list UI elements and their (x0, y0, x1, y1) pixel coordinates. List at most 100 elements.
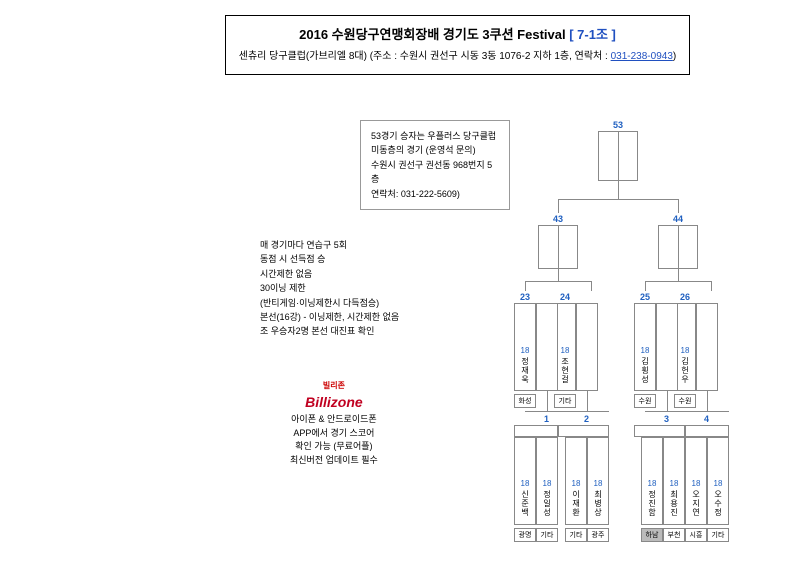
r1-city-p4: 광주 (587, 528, 609, 542)
r1-p4-sc: 18 (587, 478, 609, 489)
info1-l1: 53경기 승자는 우플러스 당구클럽 (371, 129, 499, 143)
match-43-label: 43 (553, 214, 563, 224)
r2-p4: 18 김헌우 (674, 345, 696, 386)
r1-p2-nm: 정일성 (536, 489, 558, 519)
l44h (645, 281, 711, 282)
r1-p5-sc: 18 (641, 478, 663, 489)
bz-l4: 최신버전 업데이트 필수 (290, 454, 378, 468)
r1-city-p2: 기타 (536, 528, 558, 542)
r1-p2-sc: 18 (536, 478, 558, 489)
bz-kr: 빌리존 (290, 380, 378, 392)
r2-p3: 18 김횡성 (634, 345, 656, 386)
m3-lbl: 3 (664, 414, 669, 424)
r1-p6: 18 최용진 (663, 478, 685, 519)
match-44-label: 44 (673, 214, 683, 224)
m2-lbl: 2 (584, 414, 589, 424)
r1-p3: 18 이재환 (565, 478, 587, 519)
info2-l4: 30이닝 제한 (260, 281, 420, 295)
r2-e2 (576, 303, 598, 391)
r1-city-p8: 기타 (707, 528, 729, 542)
l24u (591, 281, 592, 291)
r1-p1-sc: 18 (514, 478, 536, 489)
c26d (707, 391, 708, 411)
r2-p2: 18 조현걸 (554, 345, 576, 386)
r1-p7: 18 오지연 (685, 478, 707, 519)
r2-e4 (696, 303, 718, 391)
group-text: [ 7-1조 ] (569, 27, 616, 42)
r2-p1: 18 정재욱 (514, 345, 536, 386)
info1-l5: 연락처: 031-222-5609) (371, 187, 499, 201)
r1-city-p7: 시흥 (685, 528, 707, 542)
r2p2n2: 현 (561, 366, 568, 375)
l25u (645, 281, 646, 291)
info-winner-box: 53경기 승자는 우플러스 당구클럽 미동층의 경기 (운영석 문의) 수원시 … (360, 120, 510, 210)
info1-l4: 수원시 권선구 권선동 968번지 5층 (371, 158, 499, 187)
r1-p3-sc: 18 (565, 478, 587, 489)
info2-l1: 매 경기마다 연습구 5회 (260, 238, 420, 252)
div-53 (618, 131, 619, 181)
header-sub: 센츄리 당구클럽(가브리엘 8대) (주소 : 수원시 권선구 시동 3동 10… (226, 47, 689, 62)
c3h (645, 411, 689, 412)
r2c1: 화성 (514, 394, 536, 408)
r2p3n2: 횡 (641, 366, 648, 375)
tb2 (558, 425, 609, 437)
c25d (667, 391, 668, 411)
line-53-h (558, 199, 678, 200)
r2p4n2: 헌 (681, 366, 688, 375)
c4h (685, 411, 729, 412)
info2-l6: 본선(16강) - 이닝제한, 시간제한 없음 (260, 310, 420, 324)
billizone-block: 빌리존 Billizone 아이폰 & 안드로이드폰 APP에서 경기 스코어 … (290, 380, 378, 467)
line-53-d (618, 181, 619, 199)
l26u (711, 281, 712, 291)
r1-city-p3: 기타 (565, 528, 587, 542)
l43h (525, 281, 591, 282)
r1-p7-sc: 18 (685, 478, 707, 489)
r2c4: 수원 (674, 394, 696, 408)
l23u (525, 281, 526, 291)
r2c2: 기타 (554, 394, 576, 408)
bz-logo: Billizone (290, 392, 378, 413)
info2-l7: 조 우승자2명 본선 대진표 확인 (260, 324, 420, 338)
header-box: 2016 수원당구연맹회장배 경기도 3쿠션 Festival [ 7-1조 ]… (225, 15, 690, 75)
tb3 (634, 425, 685, 437)
sub-post: ) (673, 51, 676, 62)
r2p1n2: 재 (521, 366, 528, 375)
r1-city-p1: 광명 (514, 528, 536, 542)
r1-city-p6: 부천 (663, 528, 685, 542)
header-tel[interactable]: 031-238-0943 (611, 51, 673, 62)
m23-lbl: 23 (520, 292, 530, 302)
div-44 (678, 225, 679, 269)
m25-lbl: 25 (640, 292, 650, 302)
div-43 (558, 225, 559, 269)
r2p4n3: 우 (681, 375, 688, 384)
r1-p5-nm: 정진함 (641, 489, 663, 519)
r2-p3-sc: 18 (634, 345, 656, 356)
r1-p8-nm: 오수정 (707, 489, 729, 519)
r1-p4-nm: 최병상 (587, 489, 609, 519)
info2-l5: (반티게임·이닝제한시 다득점승) (260, 296, 420, 310)
r2p1n1: 정 (521, 357, 528, 366)
m4-lbl: 4 (704, 414, 709, 424)
title-text: 2016 수원당구연맹회장배 경기도 3쿠션 Festival (299, 27, 569, 42)
c24d (587, 391, 588, 411)
r2p1n3: 욱 (521, 375, 528, 384)
r1-p7-nm: 오지연 (685, 489, 707, 519)
r2p2n3: 걸 (561, 375, 568, 384)
m26-lbl: 26 (680, 292, 690, 302)
r1-p4: 18 최병상 (587, 478, 609, 519)
r2p3n1: 김 (641, 357, 648, 366)
rules-box: 매 경기마다 연습구 5회 동점 시 선득점 승 시간제한 없음 30이닝 제한… (250, 230, 430, 347)
r1-p8-sc: 18 (707, 478, 729, 489)
bz-l2: APP에서 경기 스코어 (290, 427, 378, 441)
r2p2n1: 조 (561, 357, 568, 366)
r1-p1: 18 신준백 (514, 478, 536, 519)
info2-l2: 동점 시 선득점 승 (260, 252, 420, 266)
r1-p3-nm: 이재환 (565, 489, 587, 519)
bz-l3: 확인 가능 (무료어플) (290, 440, 378, 454)
r1-p6-sc: 18 (663, 478, 685, 489)
tb1 (514, 425, 558, 437)
match-53-label: 53 (613, 120, 623, 130)
r2-p2-sc: 18 (554, 345, 576, 356)
info1-l2: 미동층의 경기 (운영석 문의) (371, 143, 499, 157)
r1-p1-nm: 신준백 (514, 489, 536, 519)
